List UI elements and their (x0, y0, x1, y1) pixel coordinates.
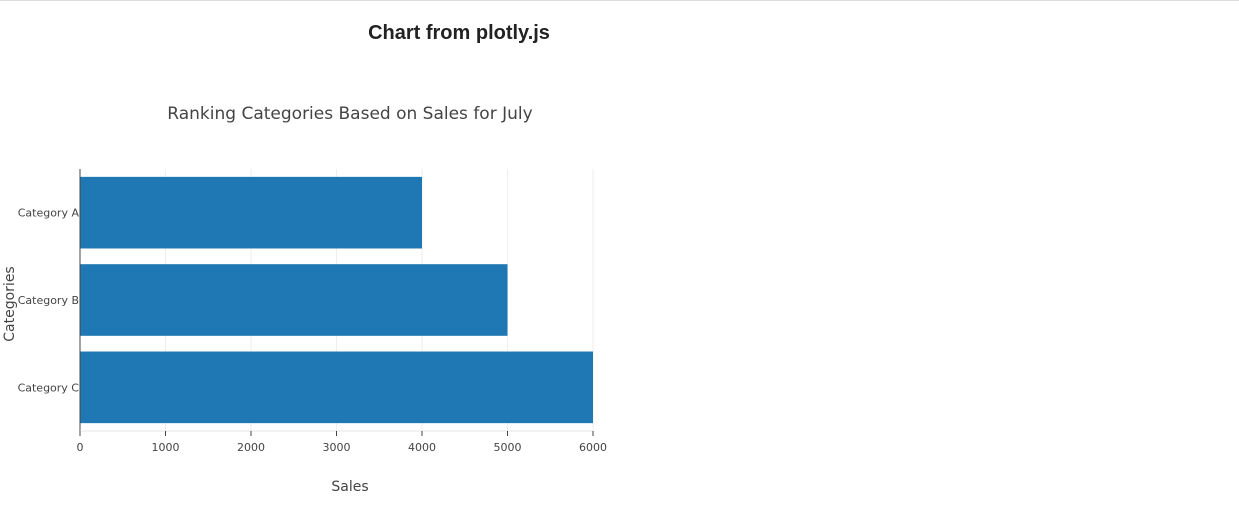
x-tick-labels: 0 1000 2000 3000 4000 5000 6000 (77, 431, 607, 454)
y-tick-label: Category C (18, 381, 80, 394)
x-tick-label: 0 (77, 441, 84, 454)
bar[interactable] (80, 351, 593, 424)
x-tick-label: 1000 (152, 441, 180, 454)
x-tick-label: 6000 (579, 441, 607, 454)
x-tick-label: 2000 (237, 441, 265, 454)
chart-container: Ranking Categories Based on Sales for Ju… (0, 70, 700, 520)
page-heading: Chart from plotly.js (368, 22, 550, 44)
top-divider (0, 0, 1239, 1)
y-tick-label: Category B (18, 294, 79, 307)
x-axis-title: Sales (331, 479, 368, 495)
y-tick-labels: Category A Category B Category C (18, 207, 80, 395)
bar[interactable] (80, 264, 508, 336)
bar[interactable] (80, 176, 422, 249)
chart-title: Ranking Categories Based on Sales for Ju… (167, 104, 532, 124)
x-tick-label: 5000 (494, 441, 522, 454)
y-axis-title: Categories (2, 266, 18, 341)
y-tick-label: Category A (18, 207, 80, 220)
x-tick-label: 4000 (408, 441, 436, 454)
x-tick-label: 3000 (323, 441, 351, 454)
bars (80, 176, 593, 424)
bar-chart: Ranking Categories Based on Sales for Ju… (2, 104, 607, 495)
